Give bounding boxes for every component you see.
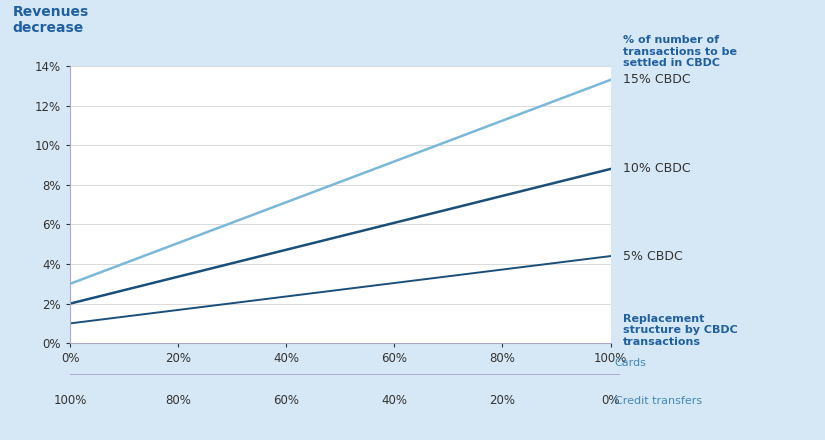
Text: Cards: Cards [615,358,647,368]
Text: 15% CBDC: 15% CBDC [623,73,691,86]
Text: 10% CBDC: 10% CBDC [623,162,691,176]
Text: 0%: 0% [601,394,620,407]
Text: Credit transfers: Credit transfers [615,396,702,406]
Text: 100%: 100% [54,394,87,407]
Text: 80%: 80% [165,394,191,407]
Text: 5% CBDC: 5% CBDC [623,249,682,263]
Text: Revenues
decrease: Revenues decrease [12,5,88,35]
Text: Replacement
structure by CBDC
transactions: Replacement structure by CBDC transactio… [623,313,738,347]
Text: 20%: 20% [489,394,516,407]
Text: 60%: 60% [273,394,299,407]
Text: % of number of
transactions to be
settled in CBDC: % of number of transactions to be settle… [623,35,737,68]
Text: 40%: 40% [381,394,408,407]
